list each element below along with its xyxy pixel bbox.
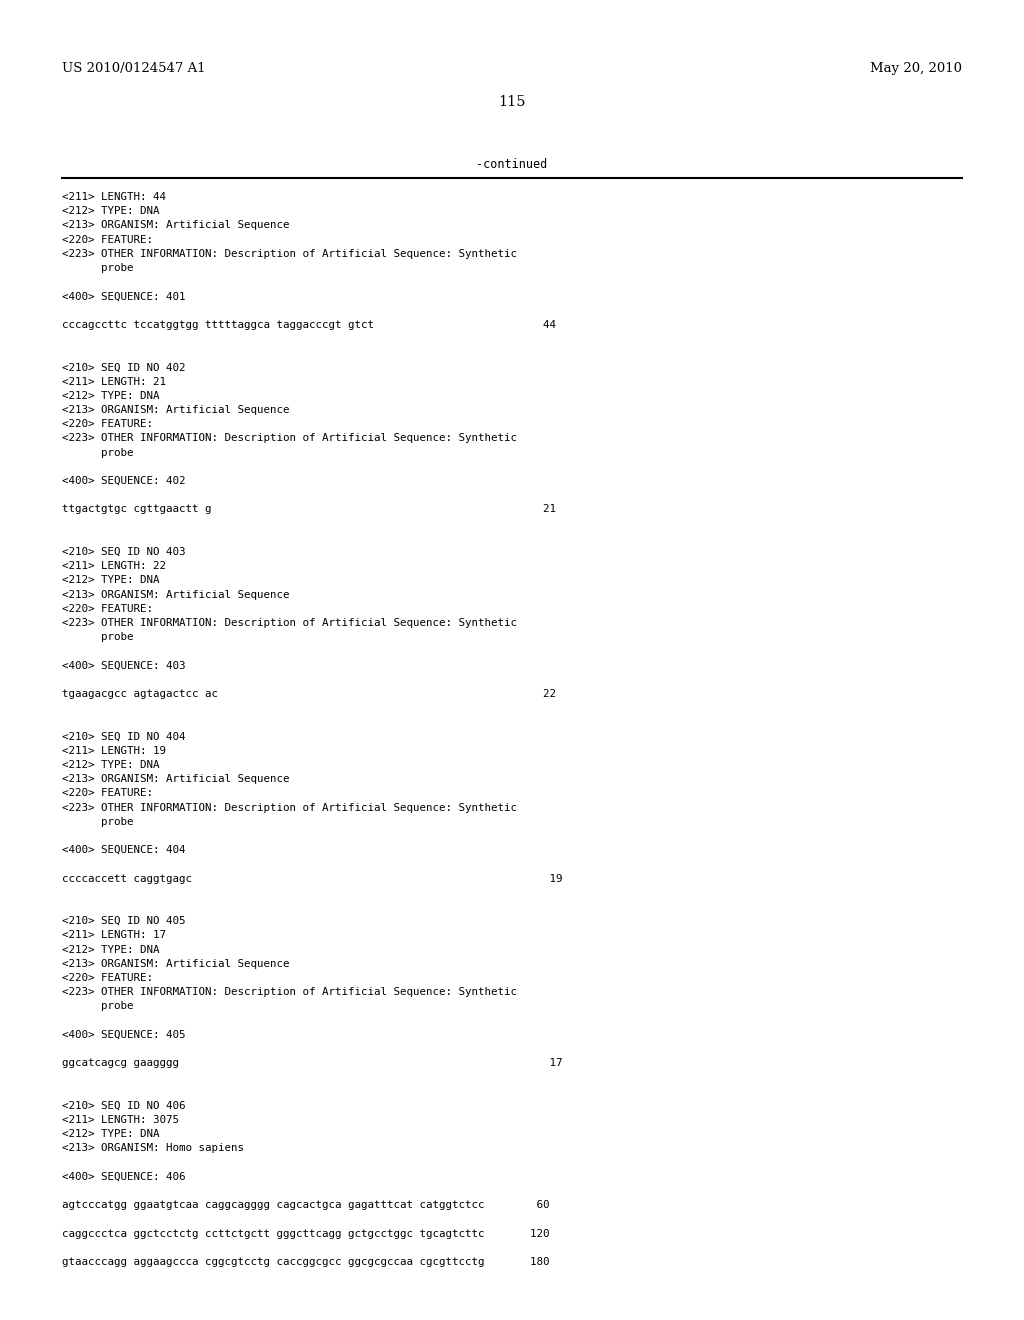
Text: <210> SEQ ID NO 406: <210> SEQ ID NO 406	[62, 1101, 185, 1111]
Text: <212> TYPE: DNA: <212> TYPE: DNA	[62, 391, 160, 401]
Text: <220> FEATURE:: <220> FEATURE:	[62, 973, 153, 983]
Text: <212> TYPE: DNA: <212> TYPE: DNA	[62, 576, 160, 585]
Text: <400> SEQUENCE: 401: <400> SEQUENCE: 401	[62, 292, 185, 301]
Text: <211> LENGTH: 44: <211> LENGTH: 44	[62, 191, 166, 202]
Text: <213> ORGANISM: Homo sapiens: <213> ORGANISM: Homo sapiens	[62, 1143, 244, 1154]
Text: probe: probe	[62, 632, 133, 643]
Text: probe: probe	[62, 263, 133, 273]
Text: <211> LENGTH: 3075: <211> LENGTH: 3075	[62, 1115, 179, 1125]
Text: ggcatcagcg gaagggg                                                         17: ggcatcagcg gaagggg 17	[62, 1059, 562, 1068]
Text: <211> LENGTH: 21: <211> LENGTH: 21	[62, 376, 166, 387]
Text: <212> TYPE: DNA: <212> TYPE: DNA	[62, 1129, 160, 1139]
Text: <210> SEQ ID NO 402: <210> SEQ ID NO 402	[62, 363, 185, 372]
Text: <213> ORGANISM: Artificial Sequence: <213> ORGANISM: Artificial Sequence	[62, 590, 290, 599]
Text: cccagccttc tccatggtgg tttttaggca taggacccgt gtct                          44: cccagccttc tccatggtgg tttttaggca taggacc…	[62, 319, 556, 330]
Text: <212> TYPE: DNA: <212> TYPE: DNA	[62, 760, 160, 770]
Text: tgaagacgcc agtagactcc ac                                                  22: tgaagacgcc agtagactcc ac 22	[62, 689, 556, 700]
Text: probe: probe	[62, 817, 133, 826]
Text: <220> FEATURE:: <220> FEATURE:	[62, 788, 153, 799]
Text: <213> ORGANISM: Artificial Sequence: <213> ORGANISM: Artificial Sequence	[62, 220, 290, 231]
Text: <210> SEQ ID NO 404: <210> SEQ ID NO 404	[62, 731, 185, 742]
Text: <212> TYPE: DNA: <212> TYPE: DNA	[62, 206, 160, 216]
Text: <400> SEQUENCE: 402: <400> SEQUENCE: 402	[62, 477, 185, 486]
Text: probe: probe	[62, 447, 133, 458]
Text: <400> SEQUENCE: 406: <400> SEQUENCE: 406	[62, 1172, 185, 1181]
Text: <400> SEQUENCE: 405: <400> SEQUENCE: 405	[62, 1030, 185, 1040]
Text: <213> ORGANISM: Artificial Sequence: <213> ORGANISM: Artificial Sequence	[62, 958, 290, 969]
Text: <223> OTHER INFORMATION: Description of Artificial Sequence: Synthetic: <223> OTHER INFORMATION: Description of …	[62, 987, 517, 997]
Text: <400> SEQUENCE: 403: <400> SEQUENCE: 403	[62, 660, 185, 671]
Text: probe: probe	[62, 1002, 133, 1011]
Text: <210> SEQ ID NO 405: <210> SEQ ID NO 405	[62, 916, 185, 927]
Text: <223> OTHER INFORMATION: Description of Artificial Sequence: Synthetic: <223> OTHER INFORMATION: Description of …	[62, 433, 517, 444]
Text: <211> LENGTH: 17: <211> LENGTH: 17	[62, 931, 166, 940]
Text: <223> OTHER INFORMATION: Description of Artificial Sequence: Synthetic: <223> OTHER INFORMATION: Description of …	[62, 248, 517, 259]
Text: <210> SEQ ID NO 403: <210> SEQ ID NO 403	[62, 546, 185, 557]
Text: 115: 115	[499, 95, 525, 110]
Text: May 20, 2010: May 20, 2010	[870, 62, 962, 75]
Text: ccccaccett caggtgagc                                                       19: ccccaccett caggtgagc 19	[62, 874, 562, 883]
Text: <220> FEATURE:: <220> FEATURE:	[62, 603, 153, 614]
Text: <400> SEQUENCE: 404: <400> SEQUENCE: 404	[62, 845, 185, 855]
Text: caggccctca ggctcctctg ccttctgctt gggcttcagg gctgcctggc tgcagtcttc       120: caggccctca ggctcctctg ccttctgctt gggcttc…	[62, 1229, 550, 1238]
Text: US 2010/0124547 A1: US 2010/0124547 A1	[62, 62, 206, 75]
Text: <211> LENGTH: 22: <211> LENGTH: 22	[62, 561, 166, 572]
Text: <220> FEATURE:: <220> FEATURE:	[62, 235, 153, 244]
Text: <223> OTHER INFORMATION: Description of Artificial Sequence: Synthetic: <223> OTHER INFORMATION: Description of …	[62, 618, 517, 628]
Text: <213> ORGANISM: Artificial Sequence: <213> ORGANISM: Artificial Sequence	[62, 405, 290, 414]
Text: <212> TYPE: DNA: <212> TYPE: DNA	[62, 945, 160, 954]
Text: -continued: -continued	[476, 158, 548, 172]
Text: ttgactgtgc cgttgaactt g                                                   21: ttgactgtgc cgttgaactt g 21	[62, 504, 556, 515]
Text: <223> OTHER INFORMATION: Description of Artificial Sequence: Synthetic: <223> OTHER INFORMATION: Description of …	[62, 803, 517, 813]
Text: gtaacccagg aggaagccca cggcgtcctg caccggcgcc ggcgcgccaa cgcgttcctg       180: gtaacccagg aggaagccca cggcgtcctg caccggc…	[62, 1257, 550, 1267]
Text: <213> ORGANISM: Artificial Sequence: <213> ORGANISM: Artificial Sequence	[62, 775, 290, 784]
Text: agtcccatgg ggaatgtcaa caggcagggg cagcactgca gagatttcat catggtctcc        60: agtcccatgg ggaatgtcaa caggcagggg cagcact…	[62, 1200, 550, 1210]
Text: <220> FEATURE:: <220> FEATURE:	[62, 420, 153, 429]
Text: <211> LENGTH: 19: <211> LENGTH: 19	[62, 746, 166, 756]
